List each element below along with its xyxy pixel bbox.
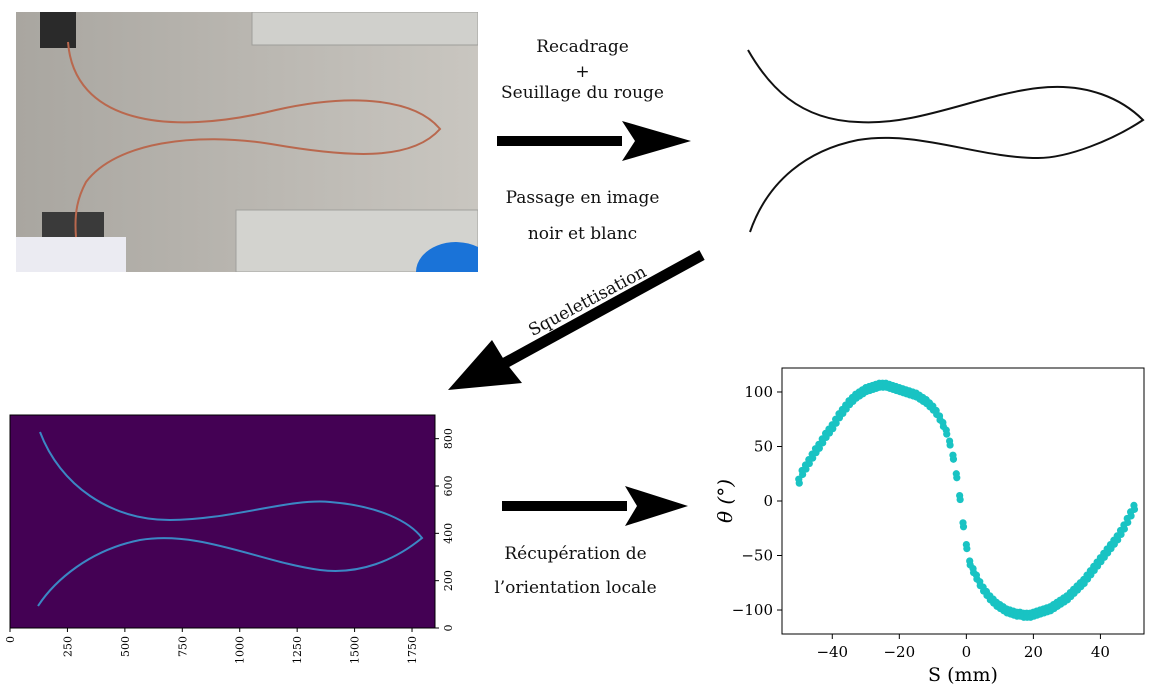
scatter-point: [1127, 512, 1135, 520]
step-orientation-line2: l’orientation locale: [494, 578, 657, 598]
x-tick-label: 40: [1091, 643, 1110, 661]
skeleton-x-tick-label: 1750: [406, 636, 419, 664]
skeleton-y-tick-label: 400: [442, 523, 455, 544]
skeleton-y-tick-label: 0: [442, 625, 455, 632]
step-crop-line2: +: [575, 62, 590, 82]
step-bw-label: Passage en image noir et blanc: [480, 180, 685, 252]
scatter-point: [809, 454, 817, 462]
y-tick-label: 0: [763, 492, 773, 510]
skeleton-x-tick-label: 500: [119, 636, 132, 657]
scatter-point: [953, 474, 961, 482]
bw-image: [747, 49, 1145, 233]
skeleton-x-tick-label: 0: [4, 636, 17, 643]
step-crop-line1: Recadrage: [536, 37, 629, 57]
scatter-point: [1130, 505, 1139, 513]
skeleton-plot: 0 200 400 600 800 0 250 500 750 1000 1250 1500 1750: [0, 410, 480, 687]
scatter-point: [802, 465, 810, 473]
orientation-chart: −40 −20 0 20 40 −100 −50 0 50 100 S (mm) θ (°): [713, 367, 1145, 686]
y-tick-label: −50: [741, 547, 773, 565]
scatter-point: [815, 444, 823, 452]
scatter-point: [943, 430, 951, 438]
scatter-point: [1124, 518, 1132, 527]
scatter-point: [959, 523, 968, 531]
step-orientation-line1: Récupération de: [504, 544, 647, 564]
skeleton-y-tick-label: 800: [442, 428, 455, 449]
step-bw-line2: noir et blanc: [527, 224, 638, 244]
scatter-point: [819, 439, 827, 447]
skeleton-x-tick-label: 250: [61, 636, 74, 657]
skeleton-x-tick-label: 1000: [234, 636, 247, 664]
scatter-point: [795, 479, 803, 487]
skeleton-y-tick-label: 200: [442, 570, 455, 591]
skeleton-plot-background: [9, 414, 436, 629]
skeleton-x-tick-label: 1500: [349, 636, 362, 664]
arrow-right-top: [497, 121, 691, 161]
skeleton-x-tick-label: 1250: [291, 636, 304, 664]
x-tick-label: 0: [962, 643, 972, 661]
step-crop-line3: Seuillage du rouge: [501, 83, 664, 103]
y-axis-label: θ (°): [713, 479, 737, 523]
scatter-point: [949, 455, 958, 463]
step-crop-label: Recadrage + Seuillage du rouge: [480, 32, 685, 104]
x-tick-label: 20: [1024, 643, 1043, 661]
scatter-point: [946, 441, 954, 449]
y-tick-label: 50: [754, 437, 773, 455]
step-orientation-label: Récupération de l’orientation locale: [478, 537, 673, 605]
source-photo: [16, 11, 479, 273]
arrow-right-bottom: [502, 486, 688, 526]
x-tick-label: −40: [816, 643, 848, 661]
x-tick-label: −20: [883, 643, 915, 661]
skeleton-curve: [37, 431, 424, 607]
scatter-point: [799, 470, 807, 479]
scatter-point: [832, 419, 840, 427]
y-tick-label: −100: [732, 601, 773, 619]
scatter-point: [956, 495, 964, 504]
scatter-point: [1114, 536, 1122, 544]
skeleton-y-tick-label: 600: [442, 476, 455, 497]
y-tick-label: 100: [744, 383, 773, 401]
scatter-point: [805, 459, 813, 468]
scatter-point: [1117, 530, 1125, 539]
skeleton-x-tick-label: 750: [176, 636, 189, 657]
scatter-point: [829, 425, 837, 433]
scatter-point: [1120, 525, 1128, 533]
x-axis-label: S (mm): [928, 664, 998, 686]
step-bw-line1: Passage en image: [505, 188, 660, 208]
arrow-diagonal: [448, 250, 705, 390]
scatter-point: [963, 545, 971, 553]
